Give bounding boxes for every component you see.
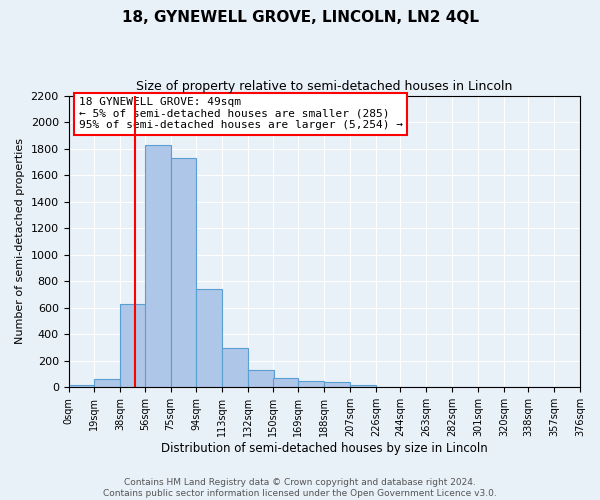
Bar [298, 380, 324, 388]
Bar [170, 158, 196, 388]
Bar [376, 386, 402, 388]
Bar [272, 378, 298, 388]
Title: Size of property relative to semi-detached houses in Lincoln: Size of property relative to semi-detach… [136, 80, 512, 93]
Bar [94, 380, 120, 388]
Bar [196, 289, 222, 388]
Bar [248, 370, 274, 388]
Text: Contains HM Land Registry data © Crown copyright and database right 2024.
Contai: Contains HM Land Registry data © Crown c… [103, 478, 497, 498]
Text: 18 GYNEWELL GROVE: 49sqm
← 5% of semi-detached houses are smaller (285)
95% of s: 18 GYNEWELL GROVE: 49sqm ← 5% of semi-de… [79, 97, 403, 130]
X-axis label: Distribution of semi-detached houses by size in Lincoln: Distribution of semi-detached houses by … [161, 442, 488, 455]
Bar [145, 144, 170, 388]
Text: 18, GYNEWELL GROVE, LINCOLN, LN2 4QL: 18, GYNEWELL GROVE, LINCOLN, LN2 4QL [121, 10, 479, 25]
Bar [68, 386, 94, 388]
Bar [324, 382, 350, 388]
Bar [222, 348, 248, 388]
Bar [350, 386, 376, 388]
Y-axis label: Number of semi-detached properties: Number of semi-detached properties [15, 138, 25, 344]
Bar [120, 304, 146, 388]
